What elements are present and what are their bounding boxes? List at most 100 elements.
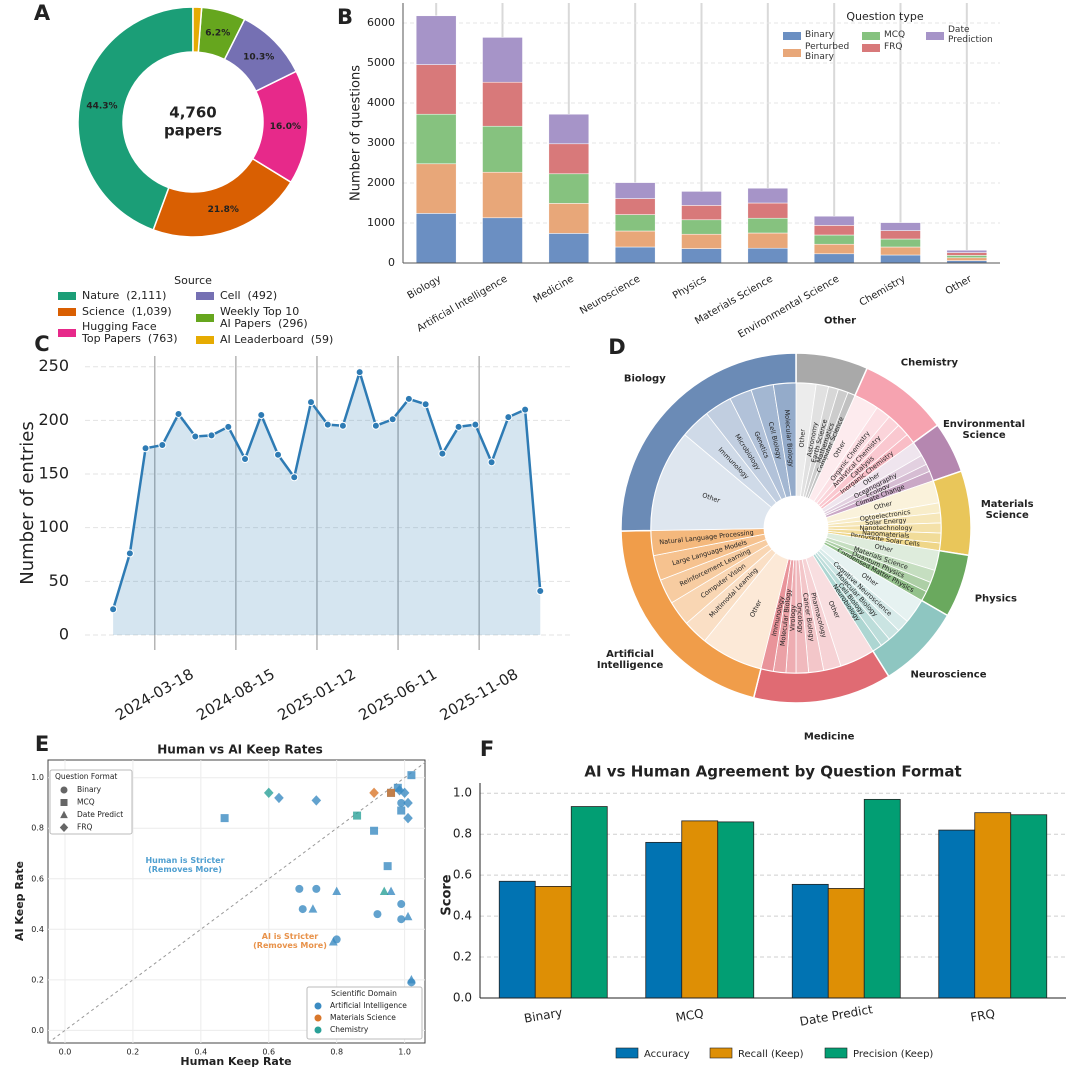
sunburst-inner-label: Nanotechnology	[859, 524, 912, 532]
bar-segment	[946, 252, 988, 256]
bar-segment	[548, 233, 590, 264]
y-tick-label: 100	[38, 517, 69, 536]
legend-box	[49, 769, 133, 835]
point	[290, 473, 299, 482]
legend-label: Accuracy	[644, 1049, 690, 1060]
y-axis-label: Number of questions	[349, 65, 364, 201]
legend-label: Binary	[805, 30, 834, 41]
donut-slice	[223, 18, 298, 93]
bar-segment	[614, 214, 656, 232]
point	[397, 900, 406, 909]
bar-segment	[747, 202, 789, 219]
point	[328, 937, 338, 946]
y-tick-label: 250	[38, 356, 69, 375]
legend-label: Date Prediction	[948, 25, 993, 45]
point	[158, 441, 167, 450]
point	[397, 915, 406, 924]
y-tick-label: 150	[38, 464, 69, 483]
bar	[534, 886, 572, 999]
sunburst-label: Other	[824, 315, 857, 327]
legend-label: AI Leaderboard (59)	[220, 332, 334, 346]
donut-slice	[251, 70, 309, 184]
bar-segment	[813, 243, 855, 255]
point	[387, 788, 396, 797]
x-tick-label: Chemistry	[858, 274, 908, 309]
bar-segment	[614, 198, 656, 215]
bar-segment	[415, 213, 457, 264]
bar-segment	[548, 143, 590, 175]
point	[125, 549, 134, 558]
x-tick-label: Binary	[523, 1005, 563, 1025]
point	[224, 422, 233, 431]
bar-segment	[548, 173, 590, 204]
legend-swatch	[709, 1047, 733, 1059]
x-tick-label: 2025-11-08	[437, 665, 522, 724]
bar-segment	[747, 187, 789, 204]
bar-segment	[880, 246, 921, 256]
bar-segment	[880, 230, 921, 240]
center-value: 4,760	[169, 104, 216, 122]
bar	[1010, 814, 1048, 999]
legend-label: MCQ	[884, 30, 906, 41]
x-tick-label: 2024-08-15	[193, 665, 278, 724]
point	[274, 450, 283, 459]
x-tick-label: Physics	[671, 274, 709, 302]
point	[191, 432, 200, 441]
point	[59, 822, 69, 833]
sunburst-inner-label: Oncology	[795, 602, 804, 633]
bar-segment	[813, 253, 855, 264]
x-tick-label: 2025-06-11	[356, 665, 441, 724]
y-tick-label: 5000	[367, 56, 395, 69]
donut-slice	[197, 6, 246, 61]
y-tick-label: 0.4	[453, 909, 472, 923]
x-tick-label: Medicine	[532, 274, 576, 306]
y-tick-label: 0.6	[31, 874, 44, 883]
y-tick-label: 0.4	[31, 925, 44, 934]
bar	[974, 812, 1012, 999]
center-label: papers	[164, 122, 222, 140]
donut-slice	[192, 6, 203, 54]
point	[397, 806, 406, 815]
x-tick-label: Other	[944, 273, 975, 297]
point	[504, 413, 513, 422]
y-tick-label: 0	[59, 624, 69, 643]
bar-segment	[548, 203, 590, 234]
legend-title: Scientific Domain	[331, 989, 397, 998]
point	[379, 886, 389, 895]
chart-title: Human vs AI Keep Rates	[157, 743, 322, 757]
sunburst-hole	[764, 496, 828, 560]
point	[407, 978, 416, 987]
point	[370, 826, 379, 835]
y-tick-label: 0.2	[453, 950, 472, 964]
sunburst-inner-label: Nanomaterials	[862, 529, 911, 540]
bar-segment	[681, 219, 722, 235]
panel-letter: B	[337, 5, 353, 29]
legend-title: Question Format	[55, 772, 117, 781]
point	[60, 810, 68, 819]
bar-segment	[813, 215, 855, 226]
bar-segment	[747, 247, 789, 264]
point	[353, 811, 362, 820]
panel-letter: A	[34, 1, 51, 25]
point	[311, 795, 322, 806]
sunburst-label: Medicine	[803, 731, 855, 743]
sunburst-label: Neuroscience	[910, 669, 987, 681]
legend-swatch	[862, 44, 880, 52]
point	[403, 911, 413, 921]
point	[308, 904, 318, 913]
x-tick-label: 2025-01-12	[274, 665, 359, 724]
x-tick-label: Neuroscience	[578, 274, 642, 317]
bar-segment	[482, 171, 523, 219]
point	[521, 405, 530, 414]
panel-letter: C	[34, 332, 49, 356]
y-tick-label: 200	[38, 410, 69, 429]
point	[404, 394, 413, 403]
x-axis-label: Human Keep Rate	[180, 1055, 291, 1068]
legend-swatch	[196, 314, 214, 322]
bar-segment	[946, 257, 988, 261]
bar-segment	[415, 163, 457, 214]
bar-segment	[614, 246, 656, 264]
x-tick-label: 0.4	[194, 1048, 207, 1057]
legend-title: Question type	[846, 10, 924, 23]
panel-letter: D	[608, 335, 625, 359]
